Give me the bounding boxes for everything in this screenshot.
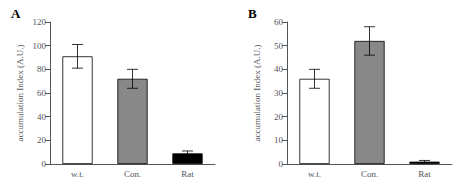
svg-text:B: B (248, 6, 257, 21)
svg-text:50: 50 (274, 41, 284, 51)
svg-text:accumulation Index (A.U.): accumulation Index (A.U.) (15, 45, 25, 142)
svg-text:80: 80 (37, 64, 47, 74)
svg-text:60: 60 (37, 88, 47, 98)
svg-text:0: 0 (42, 159, 47, 169)
svg-text:20: 20 (274, 112, 284, 122)
svg-text:w.t.: w.t. (308, 169, 321, 179)
svg-text:A: A (11, 6, 21, 21)
svg-text:accumulation Index (A.U.): accumulation Index (A.U.) (252, 45, 262, 142)
svg-text:w.t.: w.t. (71, 169, 84, 179)
svg-text:40: 40 (274, 64, 284, 74)
svg-text:Rat: Rat (418, 169, 431, 179)
svg-text:Con.: Con. (124, 169, 141, 179)
svg-text:10: 10 (274, 135, 284, 145)
svg-text:Rat: Rat (181, 169, 194, 179)
svg-text:20: 20 (37, 135, 47, 145)
svg-text:30: 30 (274, 88, 284, 98)
svg-text:0: 0 (279, 159, 284, 169)
svg-text:60: 60 (274, 17, 284, 27)
svg-text:40: 40 (37, 112, 47, 122)
svg-text:120: 120 (33, 17, 47, 27)
svg-text:Con.: Con. (361, 169, 378, 179)
svg-text:100: 100 (33, 41, 47, 51)
